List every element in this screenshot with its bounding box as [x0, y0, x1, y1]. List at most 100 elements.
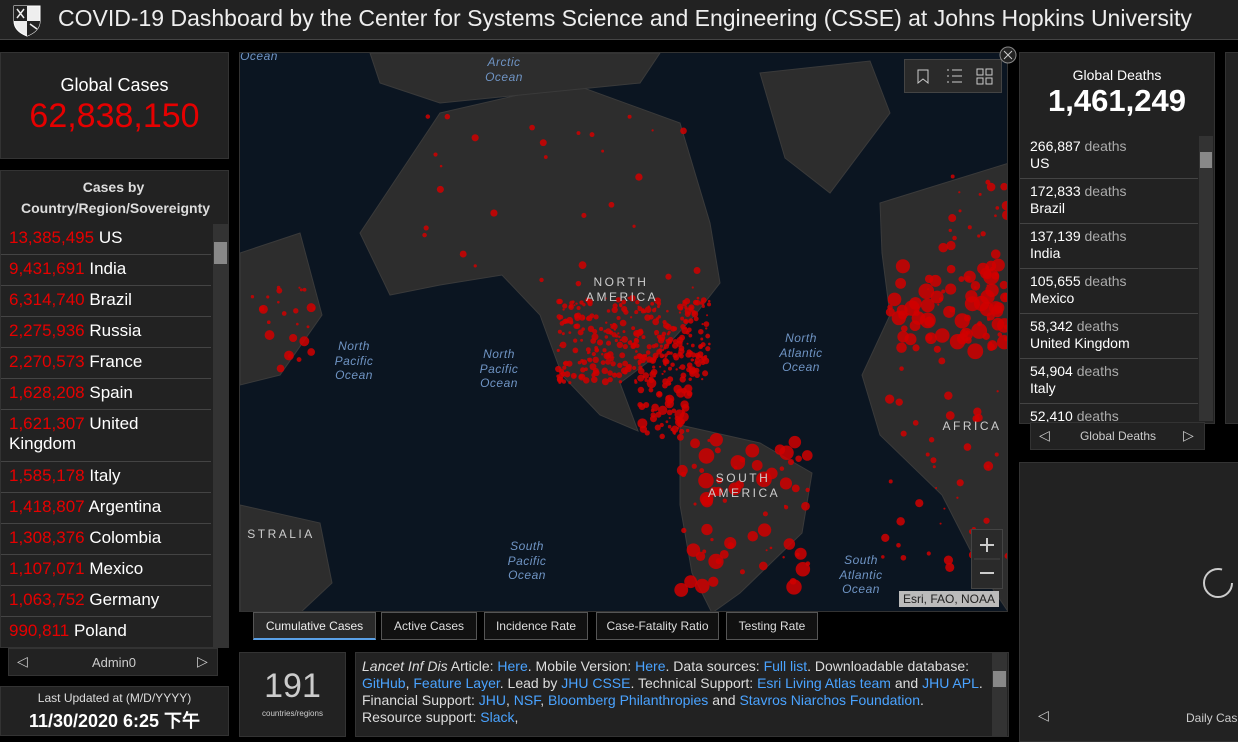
- next-button[interactable]: ▷: [1183, 427, 1194, 443]
- case-dot[interactable]: [667, 424, 672, 429]
- case-dot[interactable]: [677, 422, 683, 428]
- case-dot[interactable]: [678, 366, 681, 369]
- case-dot[interactable]: [601, 149, 605, 153]
- case-dot[interactable]: [885, 307, 895, 317]
- case-dot[interactable]: [881, 533, 890, 542]
- next-button[interactable]: ▷: [197, 653, 208, 669]
- case-dot[interactable]: [650, 301, 655, 306]
- case-dot[interactable]: [698, 448, 715, 464]
- case-dot[interactable]: [266, 295, 270, 299]
- case-dot[interactable]: [658, 405, 668, 415]
- case-dot[interactable]: [747, 531, 758, 542]
- info-link[interactable]: Full list: [763, 658, 808, 674]
- case-dot[interactable]: [593, 369, 600, 377]
- case-dot[interactable]: [579, 314, 586, 321]
- case-dot[interactable]: [774, 444, 786, 455]
- case-dot[interactable]: [577, 329, 584, 336]
- case-dot[interactable]: [579, 300, 584, 305]
- map-tab[interactable]: Case-Fatality Ratio: [596, 612, 719, 640]
- case-dot[interactable]: [258, 306, 265, 312]
- case-dot[interactable]: [629, 316, 633, 319]
- case-dot[interactable]: [795, 552, 800, 557]
- case-dot[interactable]: [661, 372, 664, 375]
- scrollbar[interactable]: [213, 224, 228, 647]
- case-dot[interactable]: [576, 131, 581, 136]
- case-dot[interactable]: [439, 164, 443, 168]
- case-dot[interactable]: [603, 352, 611, 360]
- prev-button[interactable]: ◁: [17, 653, 28, 669]
- case-dot[interactable]: [296, 322, 299, 326]
- case-dot[interactable]: [791, 484, 800, 493]
- case-dot[interactable]: [1000, 182, 1008, 191]
- case-dot[interactable]: [805, 487, 810, 493]
- case-dot[interactable]: [912, 419, 919, 426]
- case-dot[interactable]: [601, 353, 604, 356]
- case-dot[interactable]: [679, 376, 686, 383]
- case-dot[interactable]: [675, 368, 678, 371]
- case-dot[interactable]: [989, 341, 993, 346]
- case-dot[interactable]: [677, 303, 684, 311]
- case-dot[interactable]: [691, 286, 694, 289]
- case-dot[interactable]: [986, 284, 989, 287]
- case-dot[interactable]: [556, 348, 560, 353]
- case-dot[interactable]: [296, 357, 302, 362]
- case-dot[interactable]: [607, 370, 613, 376]
- case-dot[interactable]: [701, 299, 704, 303]
- case-dot[interactable]: [559, 344, 562, 347]
- case-dot[interactable]: [601, 378, 609, 386]
- case-dot[interactable]: [293, 308, 299, 314]
- case-dot[interactable]: [276, 364, 285, 373]
- case-dot[interactable]: [648, 387, 654, 393]
- case-dot[interactable]: [696, 296, 700, 300]
- info-link[interactable]: Here: [497, 658, 528, 674]
- case-dot[interactable]: [663, 370, 666, 373]
- case-dot[interactable]: [640, 309, 646, 314]
- case-dot[interactable]: [680, 127, 687, 135]
- case-dot[interactable]: [666, 409, 673, 416]
- case-dot[interactable]: [662, 382, 668, 389]
- case-dot[interactable]: [688, 318, 694, 324]
- case-dot[interactable]: [616, 372, 623, 379]
- prev-button[interactable]: ◁: [1038, 707, 1049, 723]
- case-dot[interactable]: [680, 400, 689, 409]
- case-dot[interactable]: [944, 391, 953, 400]
- case-dot[interactable]: [707, 439, 711, 442]
- case-dot[interactable]: [714, 447, 721, 454]
- case-dot[interactable]: [624, 365, 632, 373]
- case-dot[interactable]: [580, 367, 586, 373]
- case-dot[interactable]: [686, 327, 692, 333]
- case-dot[interactable]: [888, 479, 893, 484]
- case-dot[interactable]: [705, 346, 711, 352]
- case-dot[interactable]: [585, 347, 591, 353]
- case-row[interactable]: 6,314,740 Brazil: [1, 286, 211, 317]
- case-dot[interactable]: [627, 340, 633, 345]
- case-dot[interactable]: [984, 265, 989, 270]
- case-dot[interactable]: [610, 361, 616, 367]
- case-dot[interactable]: [680, 316, 685, 321]
- case-dot[interactable]: [926, 551, 931, 556]
- death-row[interactable]: 52,410 deaths: [1020, 404, 1198, 423]
- case-dot[interactable]: [913, 309, 920, 316]
- case-dot[interactable]: [924, 274, 934, 284]
- case-dot[interactable]: [570, 372, 577, 379]
- case-dot[interactable]: [794, 547, 807, 560]
- case-dot[interactable]: [779, 477, 793, 490]
- case-dot[interactable]: [801, 501, 810, 511]
- case-dot[interactable]: [985, 283, 999, 298]
- case-dot[interactable]: [946, 240, 956, 251]
- case-dot[interactable]: [575, 280, 582, 287]
- case-dot[interactable]: [745, 443, 760, 458]
- case-dot[interactable]: [621, 336, 628, 343]
- case-dot[interactable]: [306, 303, 316, 313]
- case-dot[interactable]: [958, 276, 965, 283]
- case-dot[interactable]: [678, 311, 682, 314]
- map-tab[interactable]: Active Cases: [381, 612, 477, 640]
- case-dot[interactable]: [616, 315, 621, 320]
- case-dot[interactable]: [716, 477, 723, 484]
- case-dot[interactable]: [941, 289, 946, 294]
- case-dot[interactable]: [654, 329, 660, 335]
- case-dot[interactable]: [650, 357, 654, 361]
- case-dot[interactable]: [701, 322, 704, 326]
- case-dot[interactable]: [698, 328, 704, 335]
- case-dot[interactable]: [896, 342, 907, 353]
